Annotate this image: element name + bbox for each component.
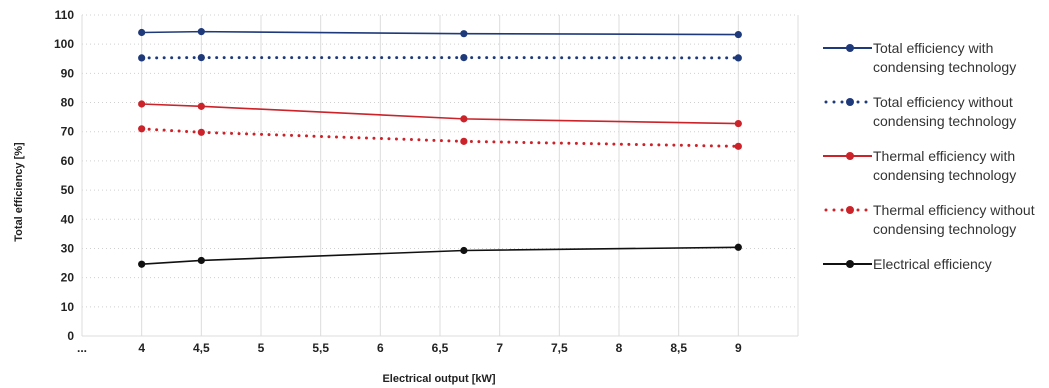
legend-swatch xyxy=(824,98,874,106)
data-point xyxy=(734,119,742,128)
chart: 0 10 20 30 40 50 60 70 80 90 100 110 ... 4 4,5 5 5,5 6 6,… xyxy=(13,8,799,385)
legend-swatch xyxy=(823,260,872,268)
x-tick-label: 5,5 xyxy=(312,341,329,355)
series-layer xyxy=(138,28,742,268)
data-point xyxy=(138,54,146,62)
grid xyxy=(81,14,799,337)
data-point xyxy=(734,54,742,62)
x-axis-label: Electrical output [kW] xyxy=(382,373,495,385)
legend-label: Total efficiency without condensing tech… xyxy=(873,94,1017,129)
series-line xyxy=(140,127,740,148)
x-tick-label: 8,5 xyxy=(670,341,687,355)
legend-label: Thermal efficiency with condensing techn… xyxy=(873,148,1017,183)
x-ticks: ... 4 4,5 5 5,5 6 6,5 7 7,5 8 8,5 9 xyxy=(77,341,742,355)
y-tick-label: 50 xyxy=(61,183,75,197)
legend-label: Electrical efficiency xyxy=(873,256,992,272)
data-point xyxy=(197,28,205,36)
y-tick-label: 70 xyxy=(61,125,75,139)
data-point xyxy=(197,256,205,265)
y-tick-label: 40 xyxy=(61,212,75,226)
data-point xyxy=(460,54,468,62)
data-point xyxy=(460,30,468,38)
x-tick-label: 4,5 xyxy=(193,341,210,355)
data-point xyxy=(197,128,205,136)
x-tick-label: 5 xyxy=(258,341,265,355)
x-tick-label: 7 xyxy=(496,341,503,355)
data-point xyxy=(138,100,146,108)
legend-item-1: Total efficiency with condensing technol… xyxy=(818,39,1048,93)
y-tick-label: 110 xyxy=(55,8,75,22)
x-tick-label: ... xyxy=(77,341,87,355)
data-point xyxy=(197,102,205,110)
y-tick-label: 100 xyxy=(54,37,74,51)
data-point xyxy=(460,246,468,255)
x-tick-label: 6 xyxy=(377,341,384,355)
data-point xyxy=(138,28,146,37)
y-axis-label: Total efficiency [%] xyxy=(13,142,25,242)
x-tick-label: 7,5 xyxy=(551,341,568,355)
y-tick-label: 90 xyxy=(61,66,75,80)
y-tick-label: 60 xyxy=(61,154,75,168)
series-2 xyxy=(138,54,742,62)
y-tick-label: 0 xyxy=(67,329,74,343)
legend-item-2: Total efficiency without condensing tech… xyxy=(818,93,1048,147)
legend-item-3: Thermal efficiency with condensing techn… xyxy=(818,147,1048,201)
data-point xyxy=(138,260,146,268)
data-point xyxy=(138,125,146,133)
legend-label: Thermal efficiency without condensing te… xyxy=(873,202,1035,237)
legend: Total efficiency with condensing technol… xyxy=(818,39,1048,309)
y-tick-label: 30 xyxy=(61,241,75,255)
series-1 xyxy=(138,28,742,39)
series-line xyxy=(141,246,739,266)
y-ticks: 0 10 20 30 40 50 60 70 80 90 100 110 xyxy=(54,8,74,343)
series-line xyxy=(141,30,739,36)
y-tick-label: 80 xyxy=(61,96,75,110)
y-tick-label: 20 xyxy=(61,271,75,285)
series-4 xyxy=(138,125,742,150)
data-point xyxy=(734,243,742,251)
y-tick-label: 10 xyxy=(61,300,75,314)
x-tick-label: 4 xyxy=(138,341,145,355)
legend-label: Total efficiency with condensing technol… xyxy=(873,40,1017,75)
data-point xyxy=(197,54,205,62)
x-tick-label: 8 xyxy=(616,341,623,355)
x-tick-label: 9 xyxy=(735,341,742,355)
data-point xyxy=(460,137,468,145)
legend-swatch xyxy=(824,206,874,214)
legend-item-4: Thermal efficiency without condensing te… xyxy=(818,201,1048,255)
data-point xyxy=(734,30,742,39)
data-point xyxy=(460,115,468,123)
series-3 xyxy=(138,100,742,128)
legend-swatch xyxy=(823,44,872,52)
legend-swatch xyxy=(823,152,872,160)
data-point xyxy=(734,142,742,150)
x-tick-label: 6,5 xyxy=(432,341,449,355)
series-5 xyxy=(138,243,742,268)
legend-item-5: Electrical efficiency xyxy=(818,255,1048,309)
series-line xyxy=(141,103,739,125)
